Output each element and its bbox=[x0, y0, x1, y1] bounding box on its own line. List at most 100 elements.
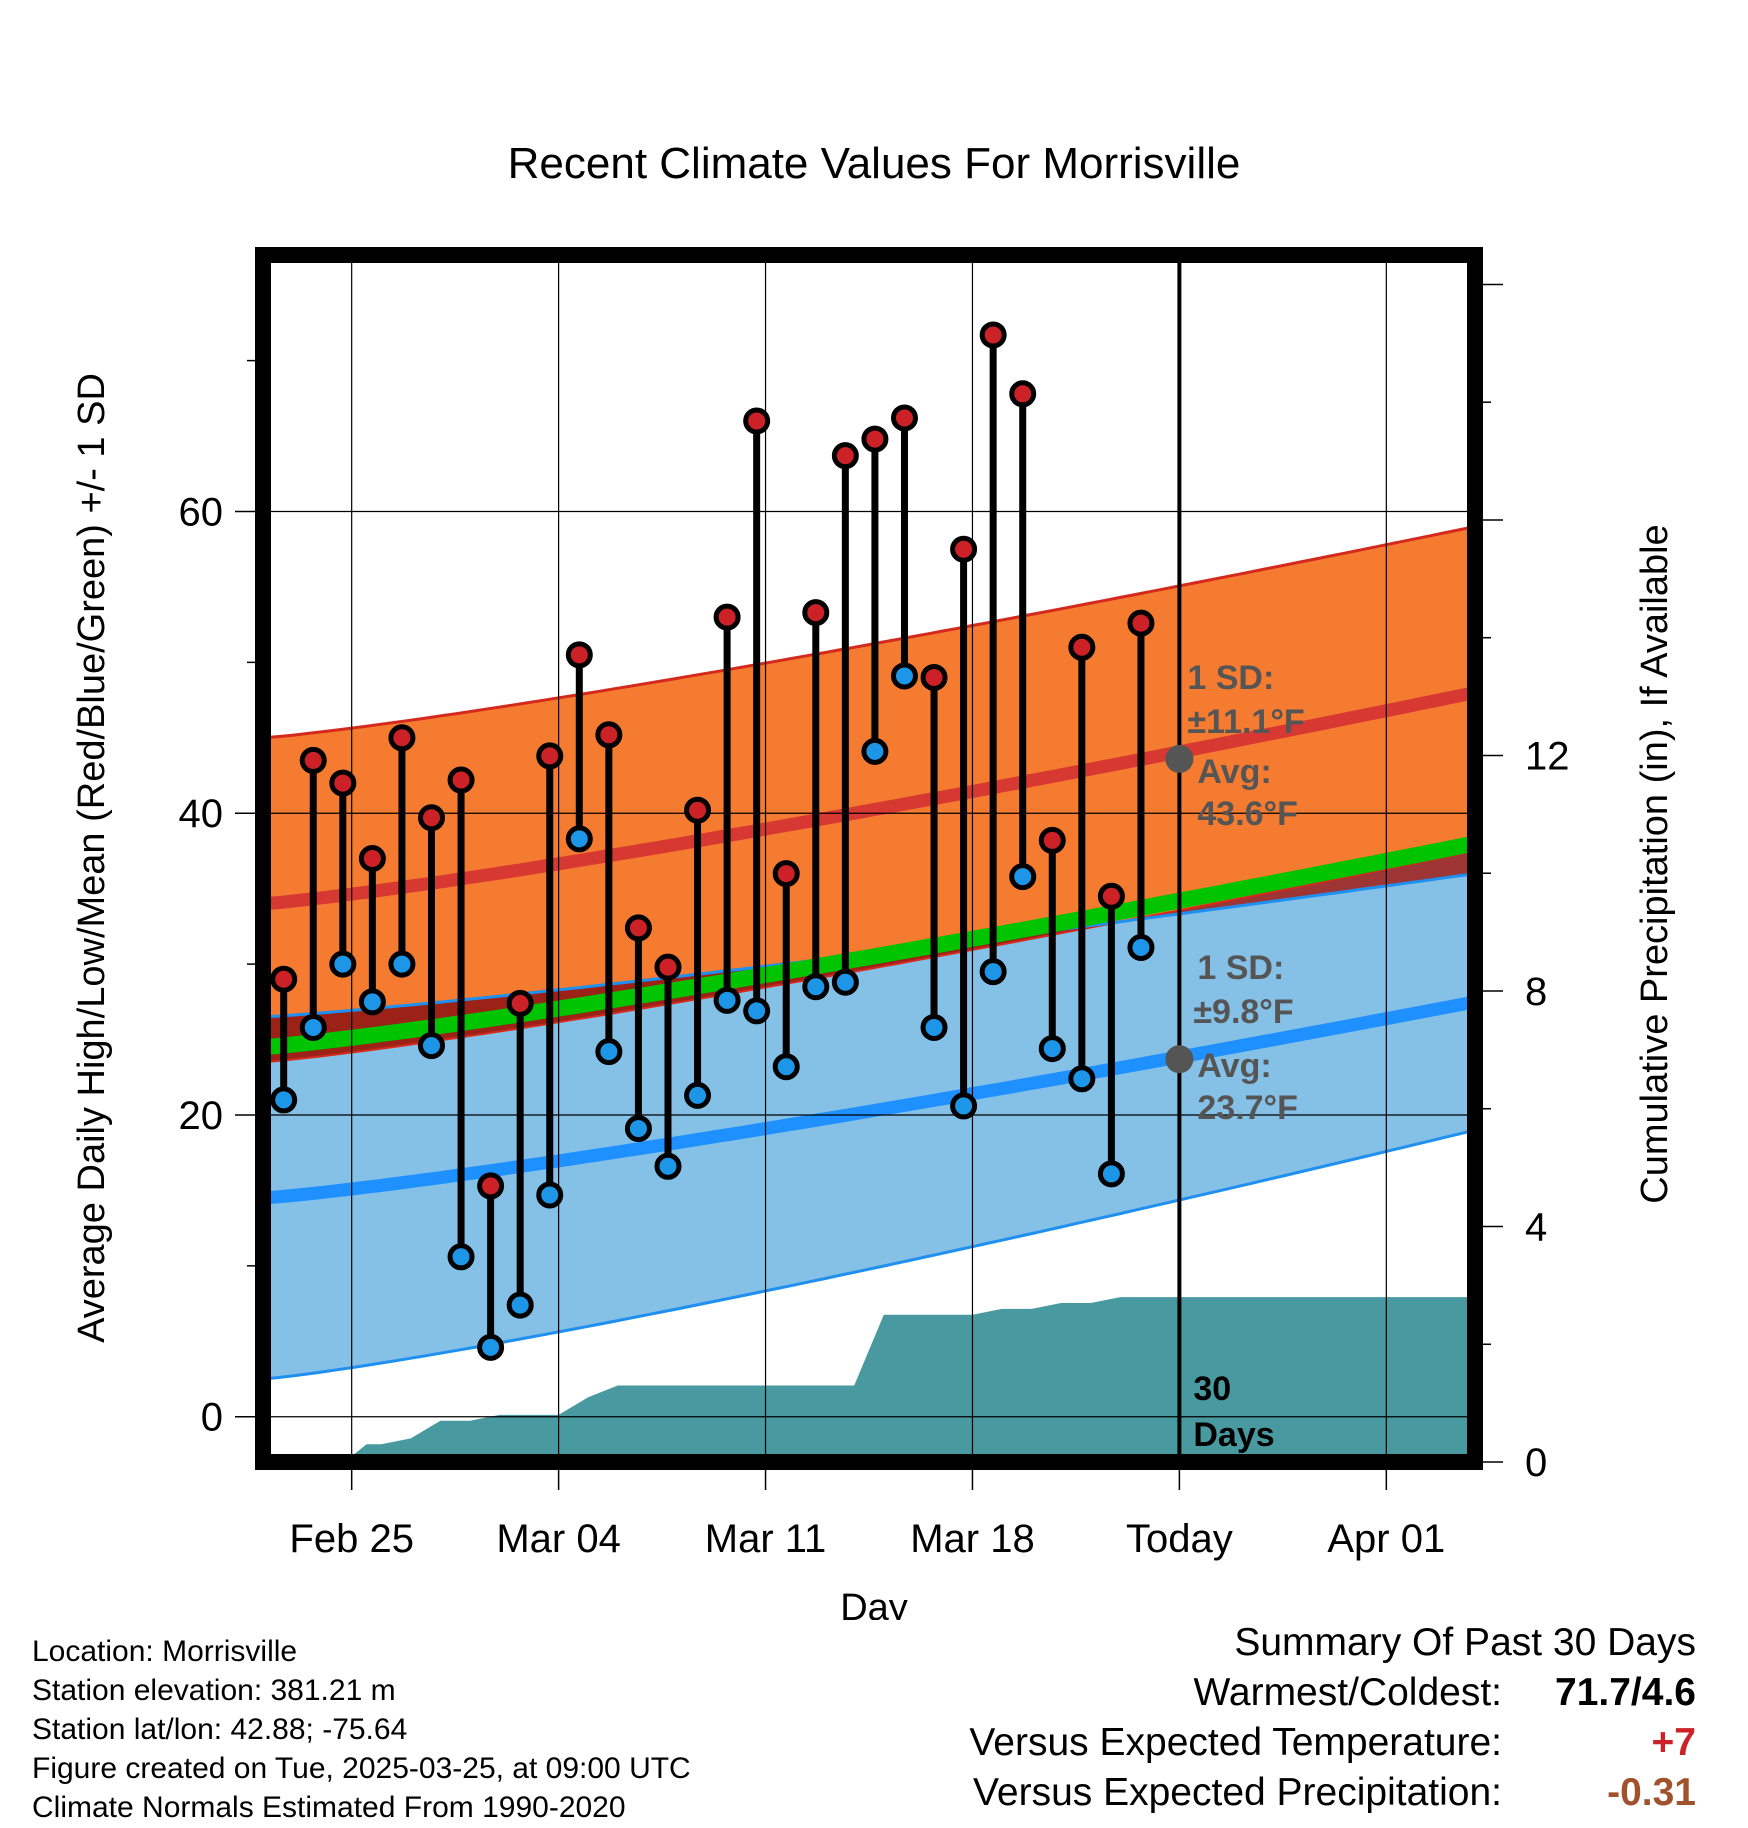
daily-low-point bbox=[684, 1081, 712, 1109]
plot-frame bbox=[255, 247, 1483, 1470]
y-tick-label-right: 0 bbox=[1525, 1441, 1547, 1485]
precip-area bbox=[263, 1297, 1475, 1462]
y-axis-label-left: Average Daily High/Low/Mean (Red/Blue/Gr… bbox=[71, 373, 113, 1343]
daily-high-point bbox=[477, 1172, 505, 1200]
daily-high-point bbox=[831, 442, 859, 470]
daily-low-point bbox=[772, 1053, 800, 1081]
today-high-normal-marker bbox=[1165, 744, 1194, 773]
daily-high-point bbox=[270, 965, 298, 993]
summary-precip-row: Versus Expected Precipitation: -0.31 bbox=[796, 1768, 1696, 1818]
daily-low-point bbox=[861, 737, 889, 765]
daily-low-point bbox=[506, 1291, 534, 1319]
x-tick-label: Today bbox=[1126, 1517, 1233, 1561]
precip-period-label-1: 30 bbox=[1193, 1370, 1231, 1408]
daily-low-point bbox=[713, 986, 741, 1014]
x-tick-label: Mar 04 bbox=[496, 1517, 621, 1561]
y-tick-label-right: 8 bbox=[1525, 970, 1547, 1014]
high-band-lower-edge bbox=[263, 850, 1475, 1064]
today-low-normal-marker bbox=[1165, 1045, 1194, 1074]
daily-low-point bbox=[417, 1032, 445, 1060]
normal-mean-line bbox=[263, 835, 1475, 1056]
daily-low-point bbox=[979, 958, 1007, 986]
daily-high-point bbox=[417, 804, 445, 832]
daily-high-point bbox=[950, 535, 978, 563]
daily-low-point bbox=[358, 988, 386, 1016]
today-low-avg-value: 23.7°F bbox=[1197, 1089, 1298, 1127]
climate-chart: Recent Climate Values For Morrisville 1 … bbox=[71, 139, 1676, 1620]
daily-high-point bbox=[1038, 826, 1066, 854]
daily-high-point bbox=[1127, 609, 1155, 637]
daily-high-point bbox=[802, 599, 830, 627]
daily-low-point bbox=[595, 1038, 623, 1066]
y-axis-label-right: Cumulative Precipitation (in), If Availa… bbox=[1634, 524, 1676, 1203]
location-text: Location: Morrisville bbox=[32, 1635, 298, 1668]
daily-low-point bbox=[831, 968, 859, 996]
daily-low-point bbox=[329, 950, 357, 978]
daily-high-point bbox=[358, 845, 386, 872]
y-tick-label-right: 4 bbox=[1525, 1205, 1547, 1249]
daily-high-point bbox=[684, 796, 712, 824]
daily-high-point bbox=[772, 860, 800, 888]
daily-low-point bbox=[624, 1115, 652, 1143]
high-band-upper-edge bbox=[263, 525, 1475, 740]
daily-high-point bbox=[1009, 380, 1037, 408]
normals-text: Climate Normals Estimated From 1990-2020 bbox=[32, 1791, 626, 1824]
daily-high-point bbox=[388, 724, 416, 752]
today-low-sd-value: ±9.8°F bbox=[1193, 993, 1293, 1031]
daily-high-point bbox=[506, 989, 534, 1017]
x-tick-label: Feb 25 bbox=[289, 1517, 414, 1561]
x-tick-label: Mar 11 bbox=[705, 1517, 827, 1561]
daily-low-point bbox=[950, 1092, 978, 1120]
daily-low-point bbox=[890, 662, 918, 690]
daily-high-point bbox=[979, 321, 1007, 349]
daily-low-point bbox=[447, 1243, 475, 1271]
summary-title: Summary Of Past 30 Days bbox=[1234, 1621, 1696, 1664]
daily-high-point bbox=[299, 746, 327, 774]
daily-high-point bbox=[1097, 882, 1125, 910]
summary-warmest-row: Warmest/Coldest: 71.7/4.6 bbox=[796, 1668, 1696, 1718]
today-low-sd-label: 1 SD: bbox=[1197, 949, 1284, 987]
temp-label: Versus Expected Temperature: bbox=[969, 1721, 1502, 1764]
today-high-sd-value: ±11.1°F bbox=[1187, 703, 1304, 741]
summary-temp-row: Versus Expected Temperature: +7 bbox=[796, 1718, 1696, 1768]
station-info: Location: Morrisville Station elevation:… bbox=[32, 1632, 691, 1827]
daily-high-point bbox=[861, 425, 889, 453]
summary-panel: Summary Of Past 30 Days Warmest/Coldest:… bbox=[796, 1618, 1696, 1818]
normal-low-line bbox=[263, 995, 1475, 1205]
daily-high-point bbox=[329, 769, 357, 797]
daily-low-point bbox=[1097, 1160, 1125, 1188]
daily-high-point bbox=[565, 641, 593, 669]
y-tick-label-left: 60 bbox=[179, 490, 224, 534]
daily-high-point bbox=[920, 663, 948, 691]
warmest-label: Warmest/Coldest: bbox=[1193, 1671, 1502, 1714]
x-axis-label: Day bbox=[840, 1587, 908, 1620]
daily-high-point bbox=[654, 953, 682, 981]
daily-high-point bbox=[743, 407, 771, 435]
daily-low-point bbox=[1127, 934, 1155, 962]
daily-low-point bbox=[388, 950, 416, 978]
elevation-text: Station elevation: 381.21 m bbox=[32, 1674, 396, 1707]
y-tick-label-left: 0 bbox=[201, 1396, 223, 1440]
today-high-avg-label: Avg: bbox=[1197, 753, 1271, 791]
today-high-sd-label: 1 SD: bbox=[1187, 659, 1274, 697]
daily-low-point bbox=[1068, 1065, 1096, 1093]
warmest-value: 71.7/4.6 bbox=[1555, 1671, 1696, 1714]
daily-low-point bbox=[743, 997, 771, 1025]
daily-low-point bbox=[536, 1181, 564, 1209]
daily-low-point bbox=[270, 1086, 298, 1114]
high-sd-band bbox=[263, 526, 1475, 1063]
low-band-lower-edge bbox=[263, 1128, 1475, 1381]
daily-high-point bbox=[595, 721, 623, 749]
daily-low-point bbox=[802, 973, 830, 1001]
latlon-text: Station lat/lon: 42.88; -75.64 bbox=[32, 1713, 408, 1746]
daily-high-point bbox=[890, 404, 918, 432]
daily-low-point bbox=[1038, 1035, 1066, 1063]
precip-label: Versus Expected Precipitation: bbox=[973, 1771, 1502, 1814]
daily-high-point bbox=[447, 766, 475, 794]
daily-low-point bbox=[299, 1013, 327, 1041]
precip-value: -0.31 bbox=[1607, 1771, 1696, 1814]
y-tick-label-left: 40 bbox=[179, 792, 224, 836]
daily-low-point bbox=[920, 1013, 948, 1041]
daily-low-point bbox=[565, 825, 593, 853]
daily-high-point bbox=[1068, 633, 1096, 661]
